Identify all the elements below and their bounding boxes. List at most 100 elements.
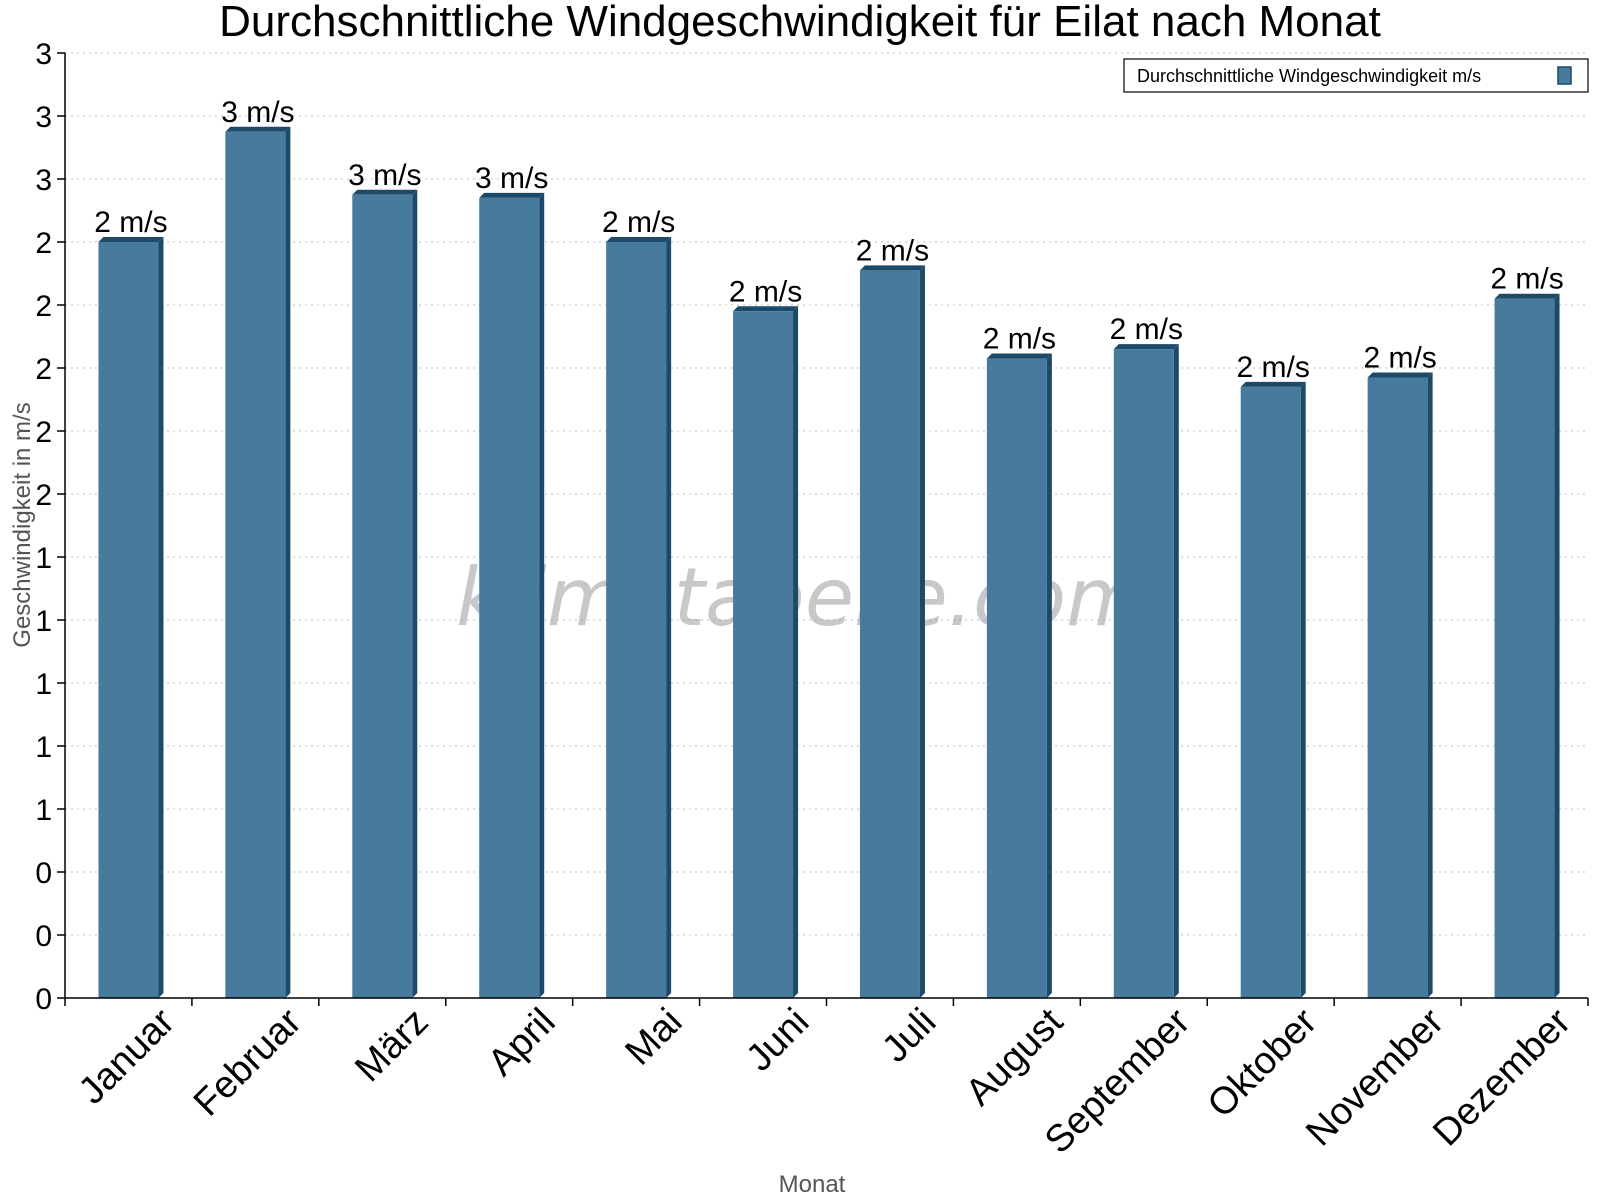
y-tick-label: 1 [35,668,52,701]
bar-side [1427,372,1433,998]
bar-top [1367,372,1433,378]
bar-side [919,265,925,999]
bar-märz [352,189,418,998]
bar-side [666,237,672,998]
bar-februar [225,126,291,998]
y-tick-label: 3 [35,38,52,71]
bar-side [158,237,164,998]
bar-top [1240,381,1306,387]
data-label: 2 m/s [729,275,802,308]
legend: Durchschnittliche Windgeschwindigkeit m/… [1123,58,1589,93]
x-tick-label: Mai [617,1001,690,1074]
bar-side [1300,381,1306,998]
y-tick-label: 1 [35,605,52,638]
legend-entry: Durchschnittliche Windgeschwindigkeit m/… [1137,66,1481,86]
x-tick-label: Juni [738,1001,817,1080]
bar-front [1113,349,1174,999]
y-tick-label: 3 [35,101,52,134]
bar-top [352,189,418,195]
bar-januar [98,237,164,998]
data-label: 3 m/s [221,96,294,129]
bar-juli [859,265,925,999]
bar-august [986,353,1052,998]
bar-dezember [1494,293,1560,998]
bar-april [479,192,545,998]
bar-front [733,311,794,998]
bar-top [479,192,545,198]
bar-oktober [1240,381,1306,998]
bar-top [733,306,799,312]
bar-front [98,242,159,998]
bar-top [98,237,164,242]
data-label: 2 m/s [94,206,167,239]
data-label: 2 m/s [1490,263,1563,296]
y-tick-label: 1 [35,794,52,827]
bar-side [793,306,799,998]
bar-top [225,126,291,132]
bar-september [1113,344,1179,999]
x-tick-label: April [480,1001,563,1084]
bar-juni [733,306,799,998]
bar-side [1046,353,1052,998]
data-label: 2 m/s [856,234,929,267]
bar-side [1173,344,1179,999]
x-tick-label: März [347,1001,436,1090]
bar-november [1367,372,1433,998]
bar-front [225,131,286,998]
bar-side [539,192,545,998]
x-tick-label: Oktober [1200,1000,1326,1126]
x-tick-label: Februar [186,1000,310,1124]
y-tick-label: 2 [35,227,52,260]
chart-title: Durchschnittliche Windgeschwindigkeit fü… [219,0,1381,46]
bar-front [859,270,920,999]
bar-front [1240,386,1301,998]
x-tick-labels: Januar Februar März April Mai Juni Juli AugustS… [71,1000,1579,1161]
grid-lines [65,52,1588,936]
y-tick-label: 2 [35,416,52,449]
data-label: 2 m/s [1237,351,1310,384]
legend-box [1123,58,1589,93]
x-tick-label: November [1298,1000,1452,1154]
y-axis-label: Geschwindigkeit in m/s [9,402,36,647]
y-tick-label: 1 [35,731,52,764]
bar-front [606,242,667,998]
bar-mai [606,237,672,998]
y-tick-label: 0 [35,983,52,1016]
bar-side [285,126,291,998]
x-tick-label: August [958,1000,1072,1114]
x-axis-label: Monat [779,1171,846,1198]
y-tick-label: 2 [35,353,52,386]
legend-swatch [1557,66,1572,85]
axes [57,52,1589,1006]
bar-front [352,194,413,998]
bar-top [986,353,1052,359]
y-tick-label: 2 [35,479,52,512]
x-tick-label: Juli [874,1001,944,1071]
bar-side [412,189,418,998]
bar-front [479,197,540,998]
y-tick-label: 1 [35,542,52,575]
data-label: 3 m/s [475,162,548,195]
bar-top [1494,293,1560,299]
y-tick-label: 2 [35,290,52,323]
x-tick-label: Januar [71,1000,183,1112]
y-tick-labels: 0 0 0 1 1 1 1 1 2 2 2 2 2 3 3 3 [35,38,52,1016]
data-label: 2 m/s [983,323,1056,356]
y-tick-label: 0 [35,920,52,953]
bars [98,126,1560,999]
data-label: 3 m/s [348,159,421,192]
data-label: 2 m/s [1110,313,1183,346]
bar-top [859,265,925,271]
bar-top [1113,344,1179,350]
bar-front [986,358,1047,998]
data-label: 2 m/s [1363,341,1436,374]
data-label: 2 m/s [602,206,675,239]
bar-top [606,237,672,242]
x-tick-label: Dezember [1425,1000,1579,1154]
bar-front [1494,298,1555,998]
y-tick-label: 3 [35,164,52,197]
bar-front [1367,377,1428,998]
y-tick-label: 0 [35,857,52,890]
bar-side [1554,293,1560,998]
